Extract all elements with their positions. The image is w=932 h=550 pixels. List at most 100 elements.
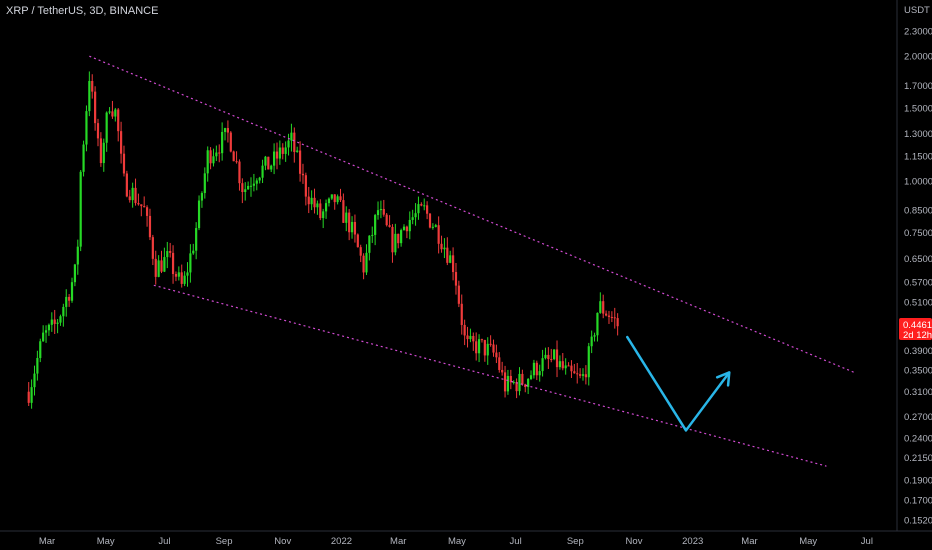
candle-body	[73, 264, 77, 283]
candle-body	[180, 272, 183, 284]
candle-body	[371, 234, 374, 236]
candle-body	[160, 260, 163, 272]
candle-body	[247, 185, 250, 190]
chart-title: XRP / TetherUS, 3D, BINANCE	[6, 5, 158, 17]
candle-body	[529, 375, 533, 379]
candle-body	[437, 225, 440, 244]
candle-body	[593, 335, 596, 337]
candle-body	[76, 246, 79, 265]
price-axis[interactable]: 2.3000 2.0000 1.7000 1.5000 1.3000 1.1500 1.00…	[904, 27, 932, 527]
candle-body	[503, 372, 507, 392]
candle-body	[408, 219, 411, 232]
candle-body	[203, 173, 206, 194]
candle-body	[296, 150, 299, 152]
candle-body	[564, 365, 567, 369]
candle-body	[339, 196, 342, 201]
candle-body	[119, 131, 123, 154]
candle-body	[267, 156, 270, 170]
lower-trendline[interactable]	[153, 284, 827, 467]
candle-body	[200, 193, 204, 201]
projection-arrow[interactable]	[626, 335, 731, 432]
price-tick-label: 1.0000	[904, 176, 932, 187]
candle-body	[310, 197, 313, 205]
candle-body	[457, 285, 460, 304]
candle-body	[140, 204, 143, 207]
candle-body	[131, 187, 134, 201]
candle-body	[345, 212, 348, 223]
candle-body	[82, 144, 85, 172]
candle-body	[307, 196, 310, 205]
candle-body	[463, 324, 466, 336]
candle-body	[148, 215, 152, 238]
candle-body	[512, 381, 515, 383]
candle-body	[382, 208, 385, 215]
candle-body	[94, 91, 97, 124]
time-tick-label: Mar	[39, 536, 55, 547]
candle-body	[47, 324, 51, 331]
time-tick-label: Nov	[626, 536, 643, 547]
price-tick-label: 1.3000	[904, 129, 932, 140]
candle-body	[174, 273, 178, 277]
candle-body	[544, 354, 547, 359]
candle-body	[177, 272, 180, 277]
candle-body	[169, 251, 172, 253]
candle-body	[278, 147, 281, 159]
candle-body	[235, 161, 238, 163]
axis-unit-label: USDT	[904, 5, 930, 16]
candle-body	[102, 142, 105, 164]
drawings-layer	[89, 55, 855, 467]
candle-body	[252, 183, 255, 186]
candle-body	[290, 132, 293, 141]
candle-body	[255, 180, 258, 184]
candle-body	[538, 371, 541, 376]
candle-body	[385, 214, 388, 226]
candle-body	[610, 316, 613, 318]
candle-body	[30, 387, 33, 403]
candle-body	[99, 138, 102, 164]
candle-body	[498, 357, 501, 370]
candle-body	[212, 156, 215, 164]
candle-body	[206, 150, 209, 174]
candle-body	[218, 152, 221, 154]
candle-body	[379, 208, 383, 211]
candle-body	[270, 165, 273, 170]
candle-body	[518, 373, 521, 392]
candle-body	[287, 140, 290, 148]
candle-body	[301, 173, 305, 176]
price-tick-label: 0.2150	[904, 453, 932, 464]
time-tick-label: Mar	[741, 536, 757, 547]
candle-body	[469, 335, 472, 340]
candle-body	[59, 316, 62, 323]
candle-body	[527, 378, 530, 388]
price-tick-label: 1.7000	[904, 81, 932, 92]
candle-body	[451, 255, 455, 273]
price-tick-label: 0.2400	[904, 433, 932, 444]
candle-body	[333, 194, 336, 203]
candle-body	[486, 343, 489, 356]
price-tick-label: 0.6500	[904, 254, 932, 265]
price-tick-label: 0.7500	[904, 228, 932, 239]
candle-body	[336, 196, 339, 203]
candle-body	[324, 203, 328, 212]
candle-body	[460, 303, 463, 325]
candle-body	[541, 358, 544, 372]
candle-body	[322, 211, 325, 219]
candle-body	[353, 221, 357, 235]
candle-body	[567, 365, 570, 367]
candle-body	[284, 147, 287, 154]
candle-body	[480, 339, 484, 341]
candle-body	[145, 207, 149, 216]
candle-body	[553, 349, 556, 360]
candle-body	[166, 251, 169, 258]
candle-body	[36, 358, 39, 374]
candle-body	[33, 373, 36, 388]
time-axis[interactable]: Mar May Jul Sep Nov 2022 Mar May Jul Sep Nov 2023 Ma…	[39, 536, 873, 547]
price-tick-label: 0.3100	[904, 387, 932, 398]
candle-body	[42, 332, 45, 342]
candle-body	[420, 204, 423, 206]
candle-body	[558, 361, 562, 368]
candle-body	[154, 258, 157, 277]
last-price-countdown: 2d 12h	[903, 330, 932, 341]
candle-body	[368, 235, 371, 253]
